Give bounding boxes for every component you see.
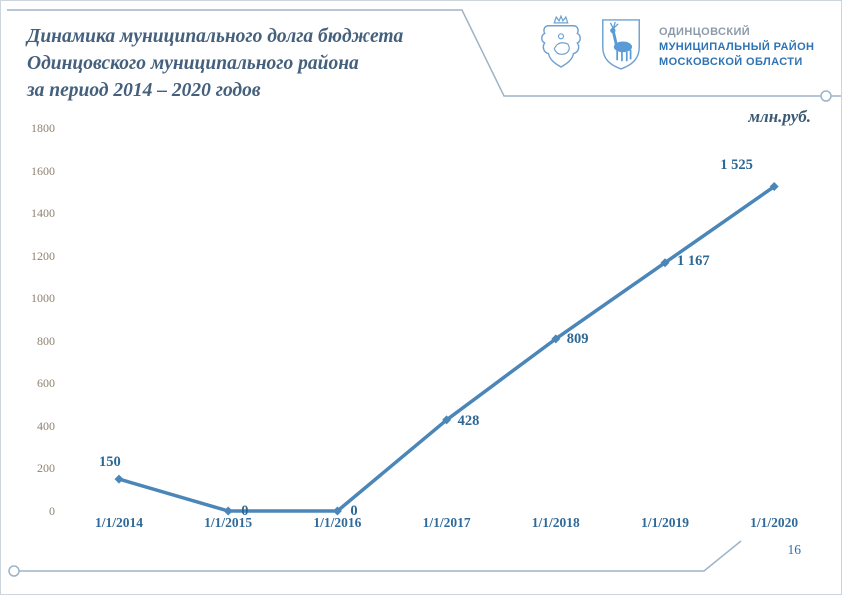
decor-circle-top-right: [820, 90, 832, 102]
data-point-label: 809: [566, 330, 589, 347]
organization-name: ОДИНЦОВСКИЙ МУНИЦИПАЛЬНЫЙ РАЙОН МОСКОВСК…: [659, 25, 814, 70]
y-axis-tick-label: 600: [37, 376, 55, 391]
x-axis-category-label: 1/1/2020: [750, 515, 799, 530]
data-point-marker: [442, 415, 452, 425]
data-point-marker: [332, 506, 342, 516]
x-axis-category-label: 1/1/2018: [531, 515, 580, 530]
x-axis-category-label: 1/1/2015: [204, 515, 253, 530]
units-label: млн.руб.: [748, 107, 811, 126]
data-point-marker: [114, 474, 124, 484]
data-point-marker: [551, 334, 561, 344]
org-name-line: МУНИЦИПАЛЬНЫЙ РАЙОН: [659, 41, 815, 53]
moscow-oblast-emblem-icon: [541, 14, 581, 68]
data-point-label: 0: [350, 503, 358, 519]
slide-title-line-2: Одинцовского муниципального района: [27, 53, 359, 74]
data-point-marker: [660, 258, 670, 268]
data-point-label: 150: [99, 454, 121, 471]
y-axis-tick-label: 0: [49, 504, 55, 518]
y-axis-tick-label: 1200: [31, 248, 55, 263]
data-point-marker: [769, 182, 779, 192]
y-axis-tick-label: 1600: [31, 163, 55, 178]
slide-title: Динамика муниципального долга бюджета Од…: [27, 23, 403, 104]
y-axis-tick-label: 1400: [31, 206, 55, 221]
y-axis-tick-label: 1000: [31, 291, 55, 306]
data-point-marker: [223, 506, 233, 516]
decor-circle-bottom-left: [8, 565, 20, 577]
odintsovo-emblem-icon: [602, 19, 640, 70]
slide-title-line-3: за период 2014 – 2020 годов: [27, 80, 261, 101]
y-axis-tick-label: 800: [37, 333, 55, 348]
y-axis-tick-label: 1800: [31, 121, 55, 135]
data-point-label: 1 167: [677, 252, 710, 269]
data-point-label: 0: [241, 503, 249, 519]
y-axis-tick-label: 400: [37, 418, 55, 433]
slide-title-line-1: Динамика муниципального долга бюджета: [27, 26, 404, 47]
debt-line-series: [118, 185, 776, 513]
org-name-line: МОСКОВСКОЙ ОБЛАСТИ: [659, 56, 803, 68]
x-axis-category-label: 1/1/2017: [422, 515, 471, 530]
org-name-line: ОДИНЦОВСКИЙ: [659, 26, 751, 38]
x-axis-category-label: 1/1/2014: [94, 515, 143, 530]
x-axis-category-label: 1/1/2019: [640, 515, 689, 530]
x-axis-category-label: 1/1/2016: [313, 515, 362, 530]
data-point-label: 1 525: [720, 156, 753, 173]
data-point-label: 428: [457, 412, 480, 429]
y-axis-tick-label: 200: [37, 461, 55, 476]
page-number: 16: [787, 542, 802, 557]
